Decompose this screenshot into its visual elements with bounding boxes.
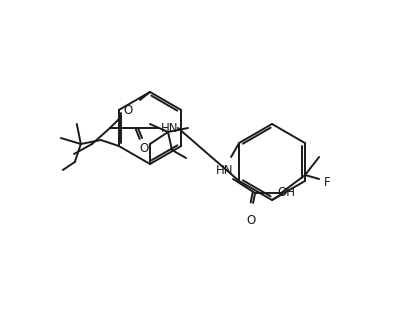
Text: O: O [123, 104, 133, 116]
Text: OH: OH [277, 186, 295, 198]
Text: F: F [324, 177, 330, 189]
Text: O: O [140, 141, 149, 155]
Text: HN: HN [216, 165, 234, 177]
Text: HN: HN [161, 121, 179, 135]
Text: O: O [246, 214, 256, 228]
